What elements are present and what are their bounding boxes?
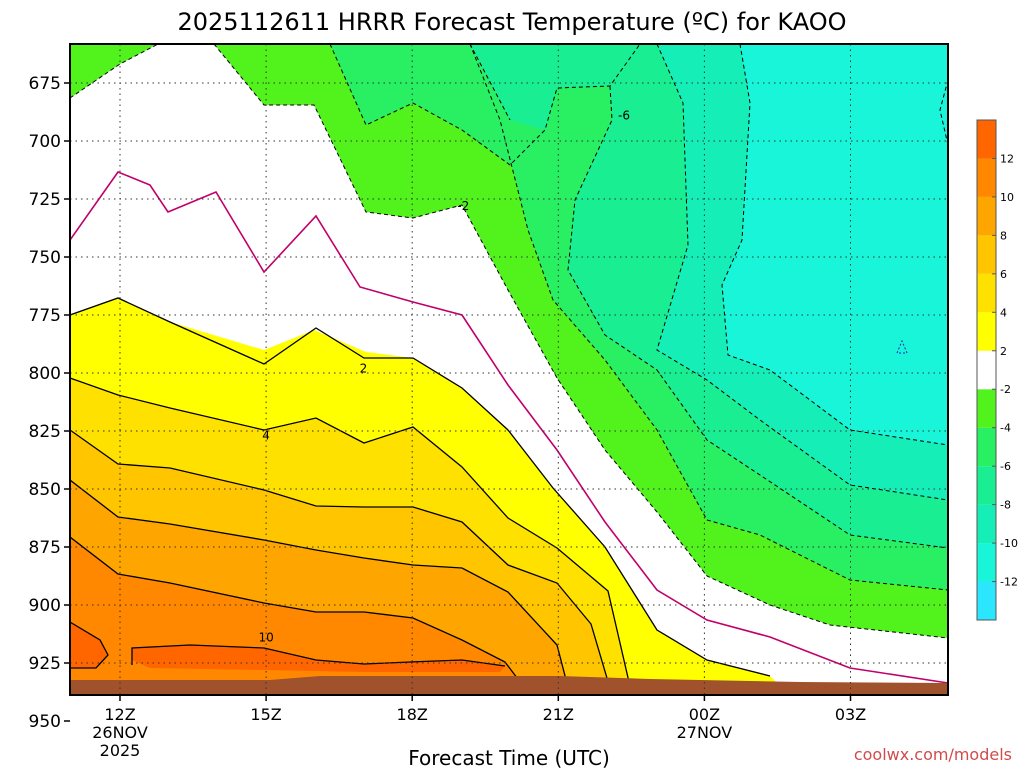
contour-label: 2 <box>360 361 368 375</box>
contour-6 <box>70 429 613 695</box>
y-tick-label: 725 <box>29 190 61 210</box>
contour-2 <box>70 297 771 677</box>
contour-minus6 <box>469 44 948 549</box>
y-axis: 675 700 725 750 775 800 825 850 875 900 925 950 <box>29 74 70 732</box>
y-tick-label: 800 <box>29 364 61 384</box>
x-tick-label: 00Z <box>689 705 720 724</box>
colorbar-segment <box>977 504 996 544</box>
contour-label: 4 <box>262 429 270 443</box>
contour-label: -2 <box>457 199 469 213</box>
colorbar-tick-label: -6 <box>1000 460 1011 473</box>
contour-minus4 <box>329 44 948 591</box>
y-tick-label: 950 <box>29 712 61 732</box>
x-tick-date-label: 26NOV <box>92 723 148 742</box>
colorbar-tick-label: -8 <box>1000 499 1011 512</box>
contour-10 <box>70 536 531 695</box>
y-tick-label: 775 <box>29 306 61 326</box>
colorbar-tick-label: -4 <box>1000 422 1011 435</box>
contour-8 <box>70 479 571 695</box>
y-tick-label: 850 <box>29 480 61 500</box>
y-tick-label: 925 <box>29 654 61 674</box>
colorbar-segment <box>977 466 996 505</box>
colorbar-segment <box>977 427 996 467</box>
x-tick-label: 12Z <box>104 705 135 724</box>
y-tick-label: 700 <box>29 132 61 152</box>
contour-minus8 <box>656 44 948 501</box>
colorbar-segment <box>977 312 996 351</box>
fill-12-to-14 <box>70 622 505 672</box>
contour-label-layer: -6 -2 2 4 10 <box>258 108 630 644</box>
colorbar-tick-label: -2 <box>1000 383 1011 396</box>
colorbar-segment <box>977 120 996 159</box>
contour-4 <box>70 377 633 695</box>
x-tick-label: 15Z <box>250 705 281 724</box>
colorbar-tick-label: 2 <box>1000 345 1007 358</box>
colorbar-frame <box>976 119 997 621</box>
colorbar-segment <box>977 581 996 620</box>
colorbar-segment <box>977 196 996 236</box>
colorbar: -12 -10 -8 -6 -4 -2 2 4 6 8 10 12 <box>976 119 1018 621</box>
x-tick-label: 03Z <box>835 705 866 724</box>
y-tick-label: 825 <box>29 422 61 442</box>
y-tick-label: 875 <box>29 538 61 558</box>
contour-minus10 <box>721 44 948 446</box>
x-tick-date-label: 2025 <box>100 741 141 760</box>
grid-lines <box>70 44 948 695</box>
plot-frame <box>69 43 949 696</box>
contour-label: -6 <box>618 108 630 122</box>
freezing-line <box>70 171 948 684</box>
colorbar-segment <box>977 273 996 313</box>
colorbar-tick-label: 10 <box>1000 191 1014 204</box>
colorbar-segment <box>977 543 996 582</box>
colorbar-segment <box>977 389 996 428</box>
fill-minus10-to-minus12 <box>722 44 948 445</box>
contour-12 <box>70 621 506 669</box>
contour-minus2 <box>70 44 948 639</box>
colorbar-tick-label: 6 <box>1000 268 1007 281</box>
colorbar-segment <box>977 235 996 274</box>
plot-area: -6 -2 2 4 10 <box>69 43 949 696</box>
colorbar-segment <box>977 158 996 197</box>
ground-terrain <box>70 676 948 695</box>
x-axis-label: Forecast Time (UTC) <box>408 746 610 768</box>
colorbar-tick-label: 4 <box>1000 306 1007 319</box>
colorbar-tick-label: -12 <box>1000 576 1018 589</box>
colorbar-tick-label: -10 <box>1000 537 1018 550</box>
x-tick-date-label: 27NOV <box>677 723 733 742</box>
x-tick-label: 21Z <box>543 705 574 724</box>
credit-text: coolwx.com/models <box>854 745 1012 764</box>
chart-title: 2025112611 HRRR Forecast Temperature (ºC… <box>177 8 846 36</box>
y-tick-label: 675 <box>29 74 61 94</box>
y-tick-label: 750 <box>29 248 61 268</box>
colorbar-tick-label: 8 <box>1000 229 1007 242</box>
colorbar-tick-label: 12 <box>1000 152 1014 165</box>
y-tick-label: 900 <box>29 596 61 616</box>
contour-label: 10 <box>258 630 273 644</box>
x-tick-label: 18Z <box>397 705 428 724</box>
colorbar-segment <box>977 350 996 390</box>
